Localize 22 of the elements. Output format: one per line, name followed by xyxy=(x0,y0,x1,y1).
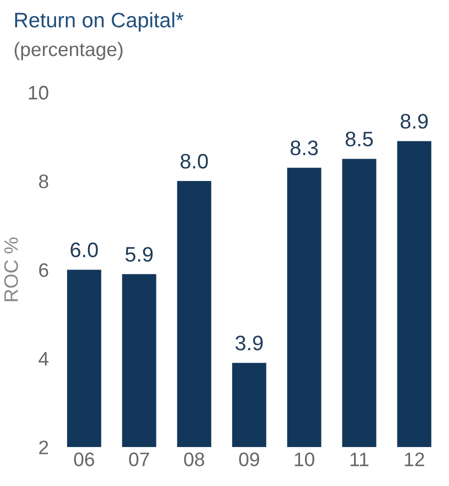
data-label: 8.0 xyxy=(180,154,208,169)
x-tick-label: 11 xyxy=(350,452,368,466)
y-tick-label: 8 xyxy=(39,174,48,188)
x-tick-label: 07 xyxy=(129,452,149,466)
x-tick-label: 06 xyxy=(74,452,94,466)
data-label: 8.5 xyxy=(346,132,373,146)
y-tick-label: 6 xyxy=(39,263,48,277)
chart-title: Return on Capital* xyxy=(15,12,184,32)
x-tick-label: 09 xyxy=(239,452,260,466)
data-label: 6.0 xyxy=(70,242,98,258)
data-label: 8.9 xyxy=(400,114,428,129)
y-axis-title: ROC % xyxy=(4,237,18,302)
y-tick-label: 4 xyxy=(38,352,48,366)
y-tick-label: 2 xyxy=(39,440,48,454)
data-label: 3.9 xyxy=(236,336,263,350)
chart-subtitle: (percentage) xyxy=(14,42,123,60)
x-tick-label: 12 xyxy=(404,452,424,466)
x-tick-label: 10 xyxy=(294,452,314,466)
data-label: 8.3 xyxy=(290,140,318,156)
y-tick-label: 10 xyxy=(28,86,48,100)
data-label: 5.9 xyxy=(126,246,153,262)
x-tick-label: 08 xyxy=(184,452,204,466)
